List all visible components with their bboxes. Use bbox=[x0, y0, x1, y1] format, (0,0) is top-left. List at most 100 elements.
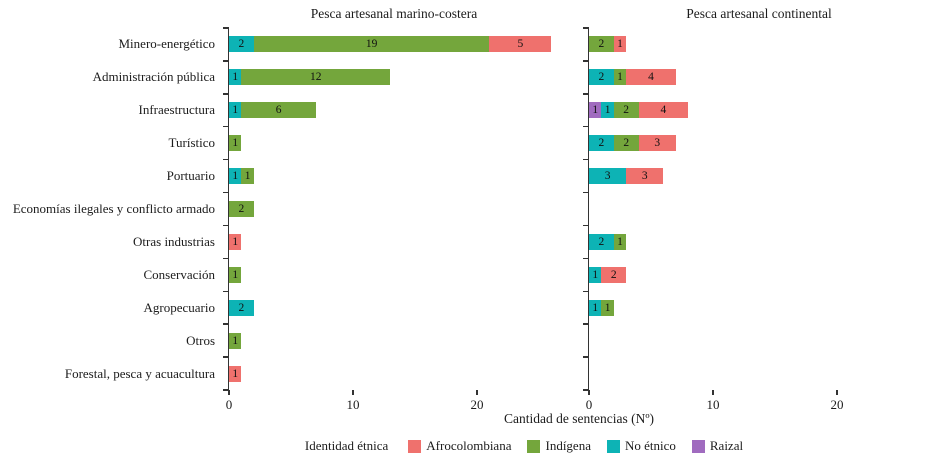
bar-segment: 1 bbox=[229, 365, 242, 382]
x-axis-tick bbox=[228, 390, 230, 395]
right-panel-title: Pesca artesanal continental bbox=[686, 6, 832, 21]
stacked-bar: 1 bbox=[229, 365, 242, 382]
y-axis-tick bbox=[223, 27, 229, 29]
x-axis-tick bbox=[588, 390, 590, 395]
bar-segment: 2 bbox=[229, 201, 254, 217]
legend-item: No étnico bbox=[606, 438, 676, 454]
bar-value-label: 1 bbox=[232, 268, 239, 281]
left-plot-area: 0 10 20 2 19 5 1 12 1 6 1 1 1 2 1 1 2 1 1 bbox=[223, 27, 560, 412]
legend-swatch bbox=[606, 439, 620, 453]
category-label: Conservación bbox=[143, 266, 215, 282]
bar-value-label: 4 bbox=[660, 104, 667, 117]
bar-segment: 2 bbox=[613, 135, 639, 152]
category-label: Economías ilegales y conflicto armado bbox=[12, 200, 215, 216]
bar-value-label: 2 bbox=[238, 203, 245, 215]
x-axis-tick bbox=[352, 390, 354, 395]
y-axis-tick bbox=[223, 257, 229, 260]
y-axis-tick bbox=[583, 191, 589, 194]
x-axis-tick-label: 0 bbox=[225, 397, 233, 412]
bar-segment: 4 bbox=[638, 102, 689, 119]
category-label: Otros bbox=[186, 332, 215, 348]
legend-label: No étnico bbox=[624, 438, 676, 453]
x-axis-tick-label: 10 bbox=[706, 397, 720, 412]
x-axis-title: Cantidad de sentencias (Nº) bbox=[503, 411, 654, 426]
bar-segment: 1 bbox=[229, 332, 242, 349]
bar-value-label: 4 bbox=[648, 71, 654, 84]
y-axis-tick bbox=[583, 60, 589, 62]
bar-value-label: 1 bbox=[604, 301, 611, 314]
bar-value-label: 1 bbox=[592, 268, 599, 281]
bar-value-label: 1 bbox=[232, 367, 239, 380]
bar-value-label: 2 bbox=[238, 301, 245, 314]
bar-segment: 2 bbox=[229, 299, 254, 316]
bar-value-label: 5 bbox=[517, 38, 524, 51]
bar-segment: 19 bbox=[253, 36, 490, 53]
bar-value-label: 2 bbox=[623, 104, 630, 117]
category-label: Infraestructura bbox=[138, 102, 215, 118]
bar-value-label: 2 bbox=[598, 38, 605, 51]
bar-value-label: 2 bbox=[623, 137, 630, 150]
legend-label: Raizal bbox=[709, 438, 744, 453]
y-axis-tick bbox=[223, 323, 229, 325]
bar-value-label: 1 bbox=[617, 235, 623, 248]
bar-value-label: 2 bbox=[610, 268, 617, 281]
bar-value-label: 1 bbox=[232, 137, 239, 150]
y-axis-tick bbox=[583, 290, 589, 293]
y-axis-tick bbox=[583, 257, 589, 260]
legend-swatch bbox=[691, 439, 705, 453]
bar-value-label: 1 bbox=[232, 334, 239, 347]
bar-value-label: 1 bbox=[592, 104, 599, 117]
legend-swatch bbox=[527, 439, 541, 453]
bar-value-label: 2 bbox=[238, 38, 245, 51]
y-axis-tick bbox=[583, 125, 589, 128]
legend-label: Indígena bbox=[545, 438, 591, 453]
y-axis-tick bbox=[223, 158, 229, 161]
bar-segment: 1 bbox=[589, 102, 602, 119]
bar-segment: 3 bbox=[589, 168, 627, 185]
bar-segment: 1 bbox=[613, 69, 627, 86]
bar-segment: 1 bbox=[601, 299, 614, 316]
bar-segment: 12 bbox=[241, 69, 391, 86]
x-axis-tick-label: 10 bbox=[346, 397, 360, 412]
bar-segment: 3 bbox=[626, 168, 664, 185]
legend: Identidad étnica Afrocolombiana Indígena N… bbox=[118, 438, 930, 454]
stacked-bar: 2 2 3 bbox=[589, 135, 676, 152]
legend-swatch bbox=[408, 439, 422, 453]
bar-value-label: 12 bbox=[310, 71, 322, 84]
bar-value-label: 1 bbox=[604, 104, 611, 117]
bar-segment: 2 bbox=[601, 266, 627, 283]
y-axis-tick bbox=[583, 158, 589, 161]
bar-segment: 1 bbox=[241, 168, 254, 185]
y-axis-tick bbox=[583, 93, 589, 95]
category-label: Forestal, pesca y acuacultura bbox=[64, 365, 215, 381]
bar-value-label: 6 bbox=[275, 104, 282, 117]
stacked-bar: 2 bbox=[229, 299, 254, 316]
bar-segment: 1 bbox=[589, 299, 602, 316]
bar-value-label: 2 bbox=[598, 235, 605, 248]
bar-segment: 2 bbox=[613, 102, 639, 119]
bar-segment: 2 bbox=[589, 233, 614, 250]
legend-label: Afrocolombiana bbox=[426, 438, 512, 453]
y-axis-tick bbox=[583, 389, 589, 391]
bar-segment: 1 bbox=[589, 266, 602, 283]
bar-segment: 5 bbox=[489, 36, 552, 53]
bar-value-label: 1 bbox=[232, 235, 239, 248]
x-axis-tick bbox=[712, 390, 714, 395]
y-axis-tick bbox=[223, 224, 229, 227]
y-axis-tick bbox=[583, 356, 589, 358]
stacked-bar: 1 bbox=[229, 266, 242, 283]
x-axis-tick bbox=[836, 390, 838, 395]
bar-segment: 1 bbox=[229, 168, 242, 185]
bar-value-label: 2 bbox=[598, 137, 605, 150]
bar-value-label: 1 bbox=[232, 170, 239, 183]
bar-value-label: 3 bbox=[604, 170, 611, 183]
bar-value-label: 1 bbox=[617, 38, 623, 51]
bar-segment: 1 bbox=[601, 102, 614, 119]
